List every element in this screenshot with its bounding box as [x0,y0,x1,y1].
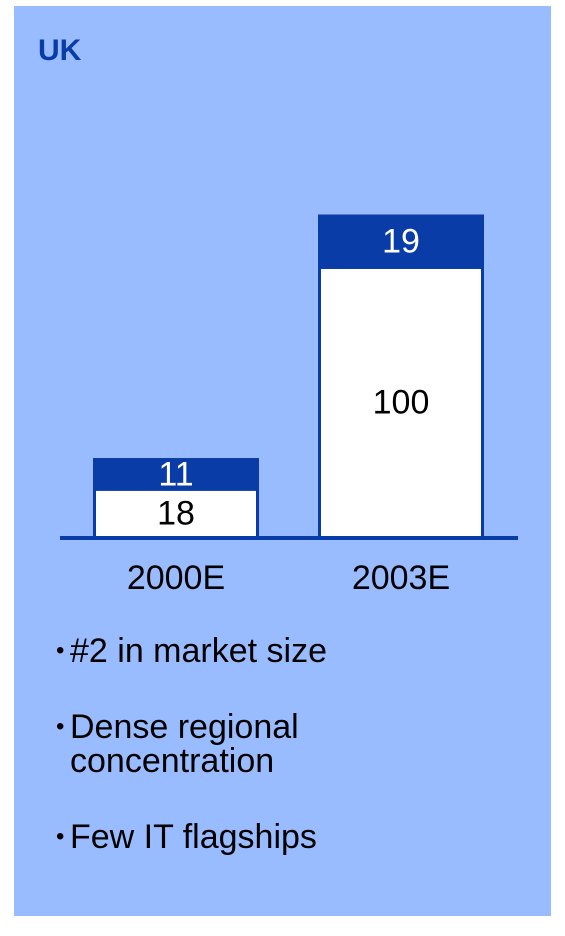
bullet-list: #2 in market size Dense regional concentr… [56,634,396,896]
bar-segment [318,214,484,269]
x-tick-label: 2003E [352,559,450,597]
bullet: Few IT flagships [56,820,396,854]
x-tick-label: 2000E [127,559,225,597]
bar-segment [93,458,259,491]
chart-title: UK [38,34,82,67]
bar-segment [93,487,259,540]
value-label: 11 [158,455,193,493]
value-label: 19 [382,223,420,261]
bullet: #2 in market size [56,634,396,668]
value-label: 18 [157,495,195,533]
bullet: Dense regional concentration [56,710,396,778]
value-label: 100 [373,384,430,422]
